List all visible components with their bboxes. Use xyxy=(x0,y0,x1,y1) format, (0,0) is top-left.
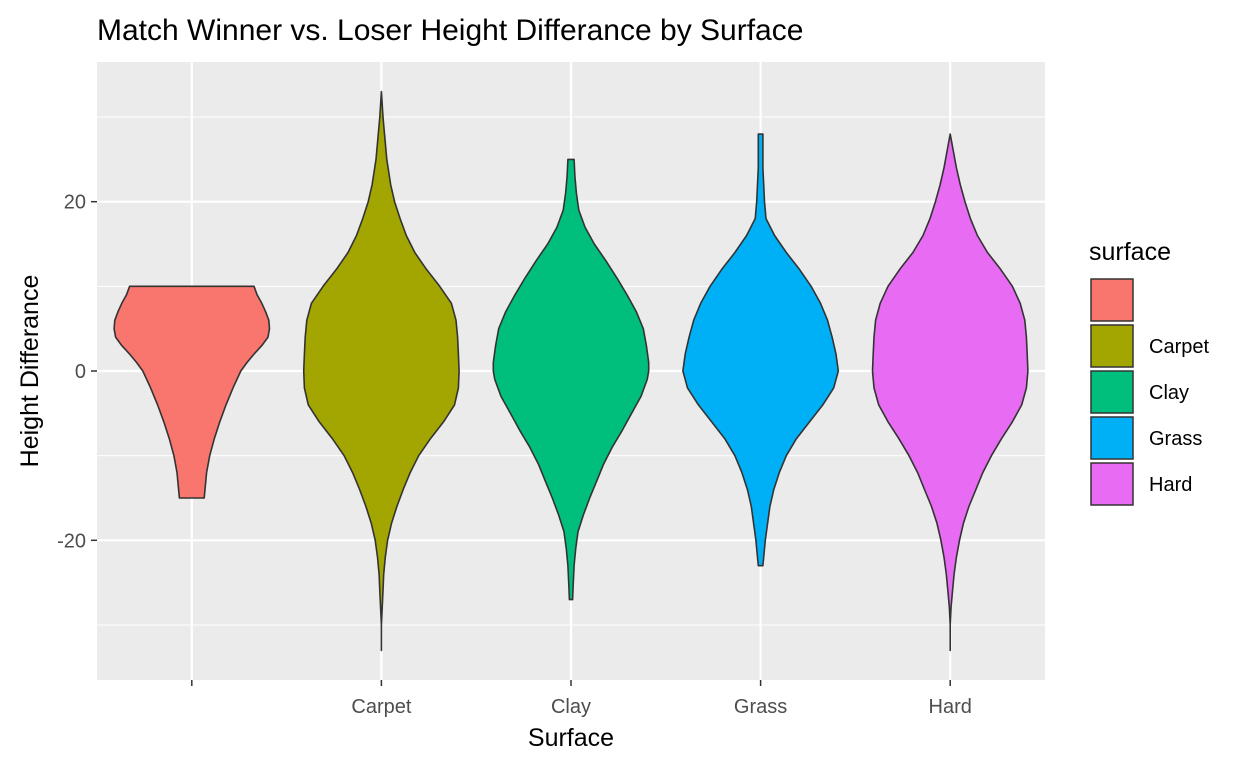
violin-carpet xyxy=(302,90,460,652)
legend-label: Hard xyxy=(1149,474,1192,496)
legend-title: surface xyxy=(1089,238,1171,266)
legend-key xyxy=(1090,416,1134,460)
x-tick-label: Grass xyxy=(734,696,787,718)
legend-key xyxy=(1090,462,1134,506)
legend-key xyxy=(1090,324,1134,368)
x-tick-label: Carpet xyxy=(351,696,411,718)
x-tick-label: Clay xyxy=(551,696,591,718)
violin-clay xyxy=(492,158,650,601)
legend-key xyxy=(1090,278,1134,322)
legend-label: Clay xyxy=(1149,382,1189,404)
chart-title: Match Winner vs. Loser Height Differance… xyxy=(97,14,803,47)
legend: surface Carpet Clay Grass Hard xyxy=(1089,238,1209,506)
legend-label: Grass xyxy=(1149,428,1202,450)
y-tick-label: 20 xyxy=(64,192,86,214)
violin-blank xyxy=(113,285,271,499)
x-tick-label: Hard xyxy=(929,696,972,718)
violins xyxy=(113,90,1029,652)
violin-hard xyxy=(871,133,1029,652)
legend-label: Carpet xyxy=(1149,336,1209,358)
violin-grass xyxy=(682,133,840,567)
y-tick-label: -20 xyxy=(57,530,86,552)
x-axis-title: Surface xyxy=(528,724,614,752)
y-tick-label: 0 xyxy=(75,361,86,383)
axes: -20 0 20 Carpet Clay Grass Hard xyxy=(57,192,972,718)
legend-key xyxy=(1090,370,1134,414)
y-axis-title: Height Differance xyxy=(16,275,44,468)
